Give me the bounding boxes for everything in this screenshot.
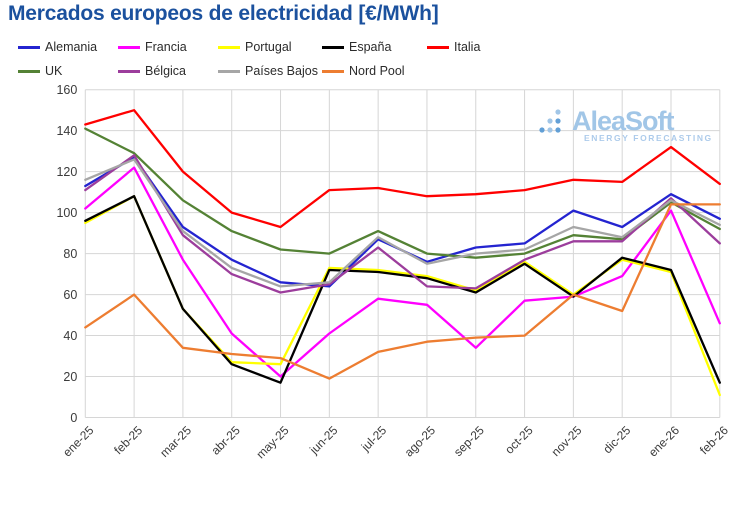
legend-item-belgica: Bélgica — [118, 64, 186, 78]
legend-label: Países Bajos — [245, 64, 318, 78]
legend-label: Nord Pool — [349, 64, 405, 78]
x-axis-tick-label: abr-25 — [208, 423, 243, 458]
legend-swatch-francia — [118, 45, 140, 49]
legend-label: Alemania — [45, 40, 98, 54]
y-axis-tick-label: 20 — [63, 370, 77, 384]
chart-legend: Alemania Francia Portugal España Italia UK Bél… — [0, 0, 730, 84]
aleasoft-watermark: AleaSoft ENERGY FORECASTING — [538, 108, 718, 143]
x-axis-tick-label: dic-25 — [600, 423, 633, 456]
legend-label: Italia — [454, 40, 481, 54]
aleasoft-logo-dots-icon — [539, 109, 561, 133]
legend-label: Francia — [145, 40, 187, 54]
legend-item-alemania: Alemania — [18, 40, 97, 54]
legend-item-espana: España — [322, 40, 391, 54]
series-line-belgica — [84, 154, 721, 294]
legend-swatch-alemania — [18, 45, 40, 49]
y-axis-tick-label: 140 — [56, 124, 77, 138]
aleasoft-logo-row: AleaSoft — [538, 108, 718, 135]
series-line-paises-bajos — [84, 158, 721, 288]
x-axis-tick-label: feb-26 — [697, 423, 730, 457]
legend-item-nord-pool: Nord Pool — [322, 64, 405, 78]
x-axis-tick-label: jul-25 — [358, 423, 390, 455]
x-axis-tick-label: nov-25 — [549, 423, 585, 459]
y-axis-tick-label: 60 — [63, 288, 77, 302]
x-axis-tick-label: mar-25 — [157, 423, 194, 460]
x-axis-tick-label: ene-25 — [60, 423, 97, 460]
series-line-nord-pool — [84, 203, 721, 380]
legend-swatch-espana — [322, 45, 344, 49]
legend-swatch-paises-bajos — [218, 69, 240, 73]
y-axis-tick-label: 100 — [56, 206, 77, 220]
legend-label: España — [349, 40, 392, 54]
y-axis-tick-label: 0 — [70, 411, 77, 425]
legend-label: Bélgica — [145, 64, 186, 78]
x-axis-tick-label: may-25 — [253, 423, 291, 461]
legend-item-italia: Italia — [427, 40, 480, 54]
series-line-espana — [84, 195, 721, 384]
series-line-italia — [84, 109, 721, 229]
x-axis-tick-label: oct-25 — [502, 423, 536, 457]
legend-item-paises-bajos: Países Bajos — [218, 64, 318, 78]
y-axis-tick-label: 160 — [56, 83, 77, 97]
aleasoft-logo-text: AleaSoft — [572, 106, 675, 136]
x-axis-tick-label: sep-25 — [451, 423, 487, 459]
aleasoft-tagline: ENERGY FORECASTING — [584, 133, 713, 143]
legend-swatch-italia — [427, 45, 449, 49]
legend-item-uk: UK — [18, 64, 62, 78]
x-axis-tick-label: feb-25 — [111, 423, 145, 457]
x-axis-tick-label: ago-25 — [402, 423, 439, 460]
legend-swatch-nord-pool — [322, 69, 344, 73]
x-axis-tick-label: ene-26 — [646, 423, 683, 460]
x-axis-tick-label: jun-25 — [306, 423, 340, 457]
legend-swatch-uk — [18, 69, 40, 73]
chart-title: Mercados europeos de electricidad [€/MWh… — [8, 2, 439, 25]
y-axis-tick-label: 120 — [56, 165, 77, 179]
legend-item-francia: Francia — [118, 40, 187, 54]
series-line-uk — [84, 127, 721, 259]
legend-swatch-portugal — [218, 45, 240, 49]
y-axis-tick-label: 80 — [63, 247, 77, 261]
legend-item-portugal: Portugal — [218, 40, 292, 54]
legend-swatch-belgica — [118, 69, 140, 73]
y-axis-tick-label: 40 — [63, 329, 77, 343]
series-line-francia — [84, 166, 721, 378]
legend-label: UK — [45, 64, 63, 78]
legend-label: Portugal — [245, 40, 292, 54]
